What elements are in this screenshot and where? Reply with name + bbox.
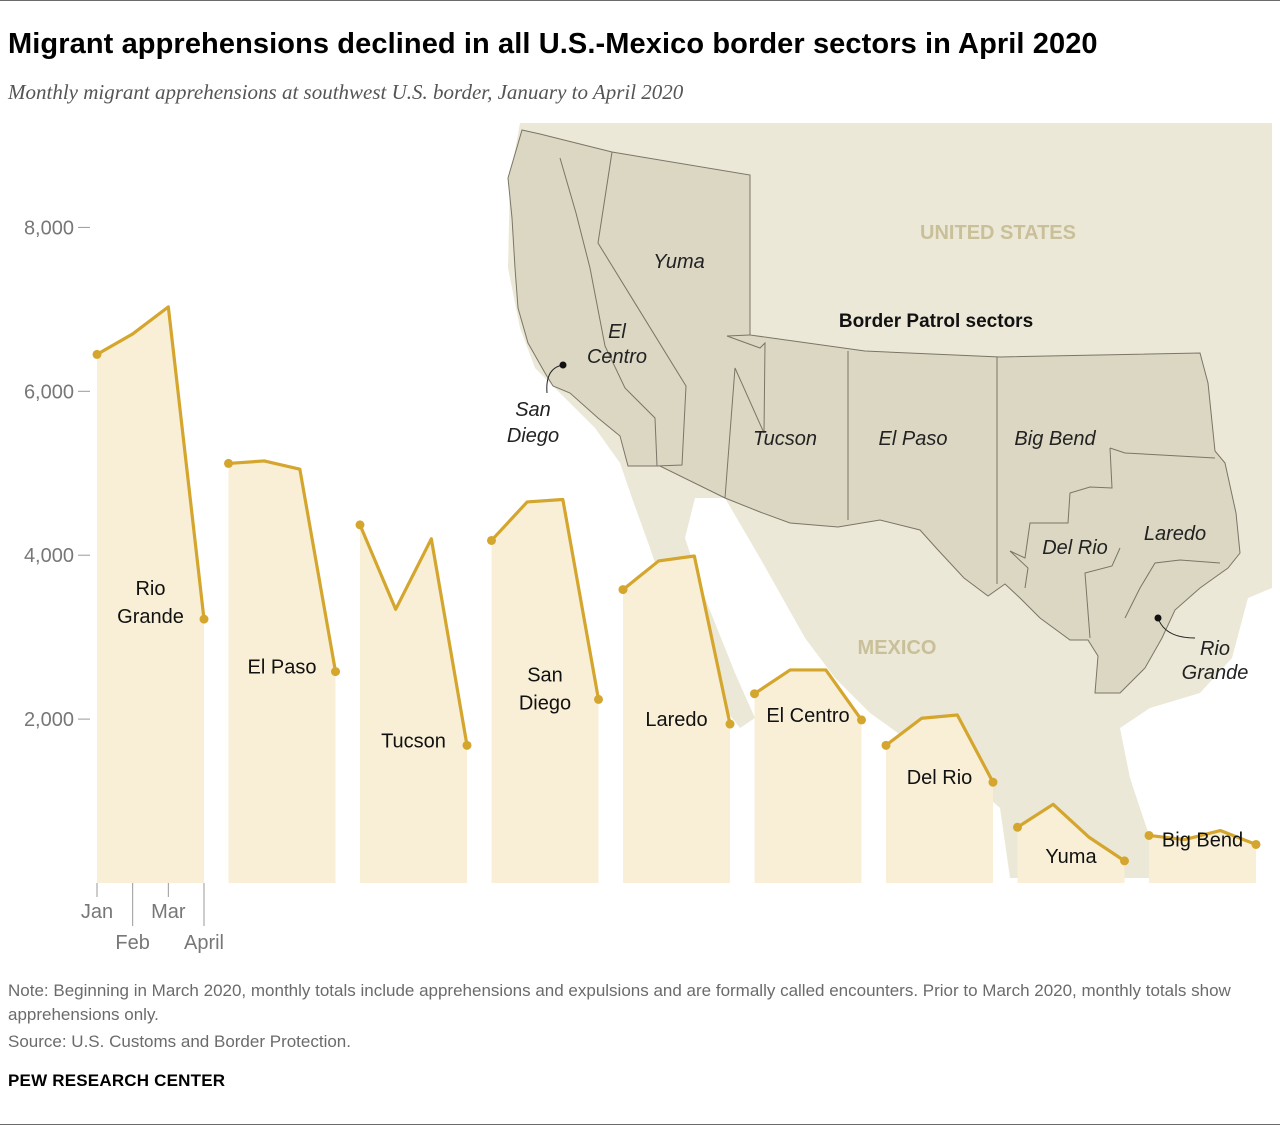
series-label: Del Rio — [907, 767, 973, 789]
data-point-april — [462, 740, 472, 750]
data-point-april — [1120, 856, 1129, 866]
series-label: Diego — [519, 692, 571, 714]
data-point-jan — [1013, 822, 1022, 832]
series-yuma: Yuma — [1013, 802, 1129, 883]
border-map: UNITED STATES MEXICO Border Patrol secto… — [507, 123, 1272, 878]
series-label: Tucson — [381, 730, 446, 752]
map-label-laredo: Laredo — [1144, 523, 1206, 545]
series-label: Big Bend — [1162, 829, 1243, 851]
data-point-april — [988, 777, 998, 787]
series-big-bend: Big Bend — [1144, 828, 1261, 883]
map-label-el-centro-2: Centro — [587, 346, 647, 368]
series-area — [360, 524, 467, 883]
bottom-rule — [0, 1124, 1280, 1125]
y-tick-label: 2,000 — [24, 709, 74, 731]
org-logo-text: PEW RESEARCH CENTER — [8, 1071, 226, 1090]
map-legend-title: Border Patrol sectors — [839, 311, 1033, 332]
series-label: Laredo — [645, 709, 707, 731]
series-label: Yuma — [1045, 846, 1097, 868]
series-line — [490, 497, 601, 700]
series-area — [1149, 830, 1256, 883]
x-tick-label: Jan — [81, 901, 113, 923]
series-del-rio: Del Rio — [881, 713, 998, 883]
series-el-paso: El Paso — [224, 458, 340, 883]
series-line — [96, 305, 206, 620]
series-label: Rio — [135, 578, 165, 600]
map-sector-borders — [559, 151, 1221, 639]
map-label-rio-grande-2: Grande — [1182, 662, 1249, 684]
chart-source: Source: U.S. Customs and Border Protecti… — [8, 1032, 351, 1051]
data-point-jan — [487, 535, 496, 545]
series-line — [1148, 828, 1257, 846]
map-label-san-diego-1: San — [515, 399, 551, 421]
x-tick-label: April — [184, 932, 224, 954]
callout-rio-grande-dot — [1154, 614, 1162, 622]
chart-note: Note: Beginning in March 2020, monthly t… — [8, 981, 1231, 1024]
series-label: El Paso — [248, 657, 317, 679]
y-axis: 2,000 4,000 6,000 8,000 — [24, 217, 90, 731]
series-line — [1016, 802, 1126, 863]
data-point-april — [331, 667, 340, 677]
chart-area: UNITED STATES MEXICO Border Patrol secto… — [24, 123, 1272, 954]
map-label-big-bend: Big Bend — [1014, 428, 1096, 450]
series-line — [753, 668, 863, 721]
chart-title: Migrant apprehensions declined in all U.… — [8, 28, 1098, 60]
series-area — [491, 499, 599, 883]
map-label-san-diego-2: Diego — [507, 425, 559, 447]
data-point-april — [199, 614, 209, 624]
top-rule — [0, 0, 1280, 1]
data-point-jan — [750, 689, 759, 699]
series-label: El Centro — [766, 705, 849, 727]
series-line — [228, 459, 338, 672]
map-label-yuma: Yuma — [653, 251, 705, 273]
y-tick-label: 6,000 — [24, 381, 74, 403]
series-label: Grande — [117, 606, 184, 628]
chart-subtitle: Monthly migrant apprehensions at southwe… — [8, 80, 684, 104]
series-area — [97, 306, 204, 883]
data-point-jan — [1144, 830, 1154, 840]
series-el-centro: El Centro — [750, 668, 866, 883]
data-point-april — [857, 715, 866, 725]
map-callouts — [546, 361, 1196, 639]
series-area — [886, 715, 993, 883]
data-point-jan — [224, 458, 233, 468]
data-point-april — [594, 694, 603, 704]
map-label-mexico: MEXICO — [858, 637, 937, 659]
series-rio-grande: Rio Grande — [92, 305, 209, 883]
data-point-jan — [618, 585, 628, 595]
map-label-el-centro-1: El — [608, 321, 626, 343]
map-label-tucson: Tucson — [753, 428, 817, 450]
series-area — [623, 556, 730, 883]
y-tick-label: 4,000 — [24, 545, 74, 567]
data-point-jan — [92, 349, 102, 359]
map-label-us: UNITED STATES — [920, 222, 1076, 244]
series-san-diego: San Diego — [487, 497, 603, 883]
series-line — [621, 554, 732, 725]
map-sector-labels: Yuma El Centro San Diego Tucson El Paso … — [507, 251, 1248, 684]
series-line — [885, 713, 995, 783]
map-label-del-rio: Del Rio — [1042, 537, 1108, 559]
callout-san-diego-dot — [559, 361, 567, 369]
data-point-jan — [355, 520, 365, 530]
series-line — [358, 524, 469, 746]
series-area — [1017, 804, 1125, 883]
series-tucson: Tucson — [355, 520, 472, 883]
series-area — [228, 460, 336, 883]
y-tick-label: 8,000 — [24, 217, 74, 239]
map-label-el-paso: El Paso — [879, 428, 948, 450]
series-area — [754, 669, 862, 883]
series-laredo: Laredo — [618, 554, 735, 883]
x-tick-label: Feb — [115, 932, 149, 954]
series-label: San — [527, 664, 563, 686]
map-label-rio-grande-1: Rio — [1200, 638, 1230, 660]
x-tick-label: Mar — [151, 901, 186, 923]
map-us-sectors — [507, 129, 1241, 694]
data-point-april — [725, 719, 735, 729]
data-point-jan — [881, 740, 891, 750]
data-point-april — [1251, 839, 1261, 849]
